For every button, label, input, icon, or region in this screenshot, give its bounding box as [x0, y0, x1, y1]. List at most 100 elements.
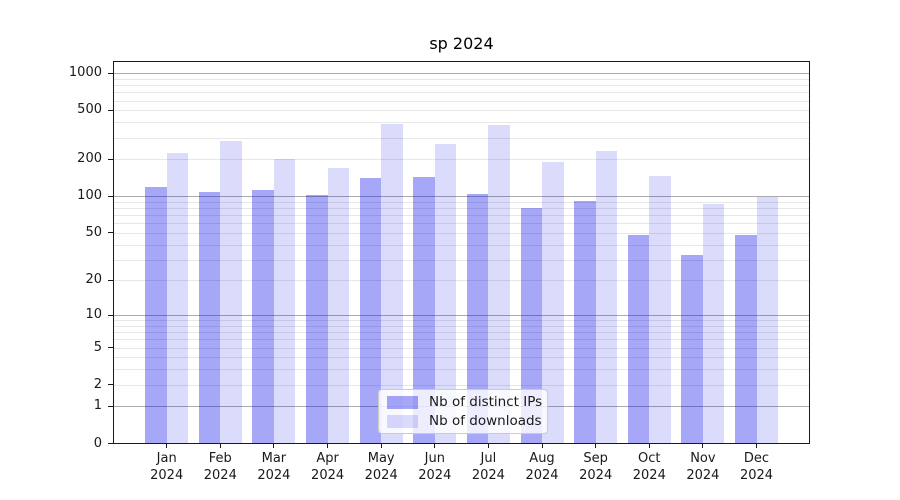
bar-distinct-ips [520, 208, 542, 444]
minor-gridline [114, 384, 809, 386]
bar-downloads [649, 176, 671, 444]
minor-gridline [114, 85, 809, 87]
minor-gridline [114, 223, 809, 225]
y-tick-mark [108, 72, 113, 74]
x-tick-mark [648, 444, 650, 448]
bar-downloads [273, 158, 296, 444]
minor-gridline [114, 244, 809, 246]
x-tick-label: Nov 2024 [686, 451, 720, 483]
x-tick-label: Aug 2024 [525, 451, 559, 483]
minor-gridline [114, 137, 809, 139]
y-tick-label: 1000 [68, 65, 102, 81]
x-tick-label: Sep 2024 [579, 451, 613, 483]
y-tick-mark [108, 405, 113, 407]
minor-gridline [114, 280, 809, 282]
x-tick-mark [380, 444, 382, 448]
legend-swatch-distinct-ips [387, 395, 418, 409]
x-tick-label: May 2024 [364, 451, 398, 483]
major-gridline [114, 315, 809, 316]
y-tick-mark [108, 384, 113, 386]
legend-item-downloads: Nb of downloads [387, 413, 542, 429]
y-tick-mark [108, 279, 113, 281]
x-tick-mark [273, 444, 275, 448]
x-tick-mark [702, 444, 704, 448]
y-tick-mark [108, 109, 113, 111]
bar-distinct-ips [413, 176, 435, 444]
minor-gridline [114, 325, 809, 327]
x-tick-mark [434, 444, 436, 448]
minor-gridline [114, 215, 809, 217]
bar-distinct-ips [681, 254, 703, 444]
y-tick-mark [108, 347, 113, 348]
x-tick-label: Oct 2024 [632, 451, 666, 483]
minor-gridline [114, 259, 809, 261]
minor-gridline [114, 92, 809, 94]
bar-downloads [166, 153, 189, 444]
x-tick-label: Jul 2024 [471, 451, 505, 483]
minor-gridline [114, 357, 809, 359]
y-tick-mark [108, 158, 113, 160]
x-tick-mark [756, 444, 757, 448]
x-tick-mark [595, 444, 597, 448]
minor-gridline [114, 208, 809, 209]
bar-distinct-ips [574, 200, 596, 444]
minor-gridline [114, 78, 809, 80]
minor-gridline [114, 339, 809, 341]
minor-gridline [114, 122, 809, 124]
y-tick-mark [108, 195, 113, 197]
bar-distinct-ips [145, 186, 167, 444]
legend: Nb of distinct IPs Nb of downloads [378, 389, 548, 434]
x-tick-label: Jan 2024 [150, 451, 184, 483]
minor-gridline [114, 320, 809, 322]
major-gridline [114, 196, 809, 198]
x-tick-label: Jun 2024 [418, 451, 452, 483]
bar-downloads [434, 143, 457, 444]
bar-distinct-ips [627, 234, 650, 444]
bar-distinct-ips [359, 178, 382, 444]
y-tick-label: 2 [93, 376, 102, 392]
legend-swatch-downloads [387, 414, 418, 428]
y-tick-mark [108, 443, 113, 444]
y-tick-label: 100 [77, 188, 102, 204]
x-tick-mark [487, 444, 489, 448]
bar-downloads [488, 125, 510, 444]
bar-downloads [756, 196, 778, 444]
y-tick-mark [108, 232, 113, 234]
minor-gridline [114, 347, 809, 349]
y-tick-label: 1 [93, 398, 102, 414]
legend-label-downloads: Nb of downloads [429, 413, 542, 429]
plot-area [113, 61, 810, 444]
y-tick-label: 200 [77, 151, 102, 167]
minor-gridline [114, 100, 809, 102]
y-tick-label: 10 [85, 307, 102, 322]
x-tick-mark [166, 444, 168, 448]
x-tick-label: Feb 2024 [203, 451, 237, 483]
minor-gridline [114, 332, 809, 334]
bar-distinct-ips [735, 234, 757, 444]
x-tick-label: Dec 2024 [739, 451, 774, 483]
major-gridline [114, 73, 809, 75]
minor-gridline [114, 110, 809, 112]
bar-distinct-ips [252, 190, 274, 444]
bar-distinct-ips [466, 193, 489, 444]
bar-distinct-ips [198, 192, 221, 444]
y-tick-mark [108, 314, 113, 316]
minor-gridline [114, 369, 809, 371]
bar-downloads [702, 204, 725, 444]
minor-gridline [114, 232, 809, 234]
y-tick-label: 20 [85, 272, 102, 288]
y-tick-label: 500 [77, 102, 102, 118]
legend-item-distinct-ips: Nb of distinct IPs [387, 394, 543, 410]
minor-gridline [114, 201, 809, 203]
bar-downloads [381, 124, 403, 444]
x-tick-mark [541, 444, 543, 448]
bar-distinct-ips [306, 195, 328, 444]
minor-gridline [114, 159, 809, 161]
legend-label-distinct-ips: Nb of distinct IPs [429, 394, 543, 410]
y-tick-label: 0 [93, 435, 102, 451]
bar-downloads [327, 167, 350, 444]
y-tick-label: 5 [93, 339, 102, 355]
x-tick-label: Mar 2024 [257, 451, 291, 483]
bar-downloads [220, 141, 242, 444]
